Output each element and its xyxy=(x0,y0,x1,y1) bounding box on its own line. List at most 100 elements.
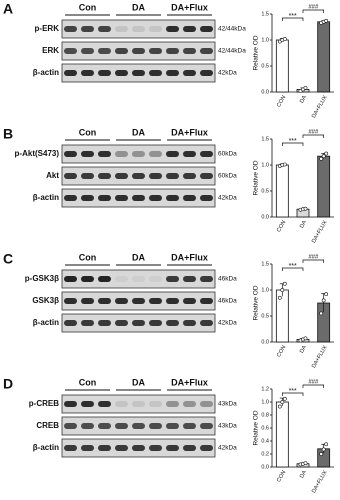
data-point xyxy=(282,37,287,41)
y-tick-label: 1.2 xyxy=(261,386,269,392)
row-label: β-actin xyxy=(33,443,59,452)
blot-band xyxy=(183,276,196,282)
y-tick-label: 0.0 xyxy=(261,89,269,95)
blot-band xyxy=(149,48,162,54)
blot-band xyxy=(183,445,196,451)
blot-band xyxy=(132,401,145,407)
blot-band xyxy=(149,173,162,179)
blot-band xyxy=(183,70,196,76)
data-point xyxy=(324,151,329,156)
blot-band xyxy=(166,445,179,451)
data-point xyxy=(282,162,287,167)
blot-band xyxy=(81,195,94,201)
blot-band xyxy=(98,276,111,282)
blot-band xyxy=(64,401,77,407)
bar xyxy=(317,21,331,93)
blot-band xyxy=(115,401,128,407)
y-tick-label: 1.5 xyxy=(261,261,269,267)
data-point xyxy=(324,442,329,447)
significance-bracket xyxy=(281,17,304,21)
blot-strip xyxy=(61,144,216,164)
y-tick-label: 1.0 xyxy=(261,37,269,43)
size-label: 42kDa xyxy=(218,195,237,202)
data-point xyxy=(319,156,324,161)
group-label: Con xyxy=(79,252,97,262)
significance-bracket xyxy=(302,134,325,138)
y-tick-label: 0.0 xyxy=(261,339,269,345)
x-tick-label: DA+FLUX xyxy=(311,344,329,369)
blot-band xyxy=(98,173,111,179)
blot-band xyxy=(98,423,111,429)
x-tick-label: CON xyxy=(276,220,287,234)
y-tick-label: 0.8 xyxy=(261,412,269,418)
blot-band xyxy=(98,320,111,326)
blot-strip xyxy=(61,394,216,414)
blot-band xyxy=(132,298,145,304)
panel-label: B xyxy=(3,126,13,142)
blot-band xyxy=(81,276,94,282)
blot-band xyxy=(132,423,145,429)
blot-band xyxy=(183,298,196,304)
blot-band xyxy=(64,423,77,429)
blot-band xyxy=(149,298,162,304)
y-tick-label: 0.2 xyxy=(261,451,269,457)
group-label: DA+Flux xyxy=(171,252,208,262)
blot-band xyxy=(132,173,145,179)
blot-band xyxy=(81,298,94,304)
blot-band xyxy=(166,195,179,201)
blot-band xyxy=(149,151,162,157)
data-point xyxy=(321,447,326,452)
blot-band xyxy=(183,423,196,429)
blot-band xyxy=(166,401,179,407)
blot-band xyxy=(149,70,162,76)
blot-band xyxy=(183,26,196,32)
blot-band xyxy=(166,298,179,304)
blot-band xyxy=(98,70,111,76)
row-label: GSK3β xyxy=(32,296,59,305)
x-tick-label: DA xyxy=(299,469,308,479)
blot-band xyxy=(149,401,162,407)
y-axis-label: Relative OD xyxy=(253,410,260,445)
blot-band xyxy=(132,26,145,32)
blot-band xyxy=(81,173,94,179)
x-tick-label: DA xyxy=(299,344,308,354)
blot-band xyxy=(81,320,94,326)
significance-label: *** xyxy=(289,138,297,145)
blot-band xyxy=(64,48,77,54)
blot-band xyxy=(166,423,179,429)
row-label: β-actin xyxy=(33,318,59,327)
row-label: p-Akt(S473) xyxy=(15,149,60,158)
y-tick-label: 0.0 xyxy=(261,214,269,220)
blot-band xyxy=(81,151,94,157)
row-label: β-actin xyxy=(33,193,59,202)
row-label: CREB xyxy=(36,421,59,430)
significance-bracket xyxy=(302,384,325,388)
y-tick-label: 0.5 xyxy=(261,188,269,194)
blot-band xyxy=(200,276,213,282)
y-tick-label: 0.4 xyxy=(261,438,269,444)
significance-label: *** xyxy=(289,388,297,395)
size-label: 42/44kDa xyxy=(218,48,246,55)
blot-band xyxy=(183,173,196,179)
significance-label: ### xyxy=(308,5,319,11)
y-axis-label: Relative OD xyxy=(253,285,260,320)
significance-label: ### xyxy=(308,380,319,386)
blot-band xyxy=(200,173,213,179)
panel-label: C xyxy=(3,251,13,267)
blot-band xyxy=(149,320,162,326)
blot-band xyxy=(183,151,196,157)
blot-band xyxy=(200,423,213,429)
data-point xyxy=(277,404,282,409)
blot-band xyxy=(98,195,111,201)
y-tick-label: 1.0 xyxy=(261,399,269,405)
blot-band xyxy=(115,423,128,429)
significance-bracket xyxy=(281,267,304,271)
blot-band xyxy=(64,320,77,326)
data-point xyxy=(282,281,287,286)
data-point xyxy=(321,298,326,303)
blot-band xyxy=(149,276,162,282)
significance-label: ### xyxy=(308,255,319,261)
group-label: DA xyxy=(132,2,145,12)
size-label: 46kDa xyxy=(218,298,237,305)
